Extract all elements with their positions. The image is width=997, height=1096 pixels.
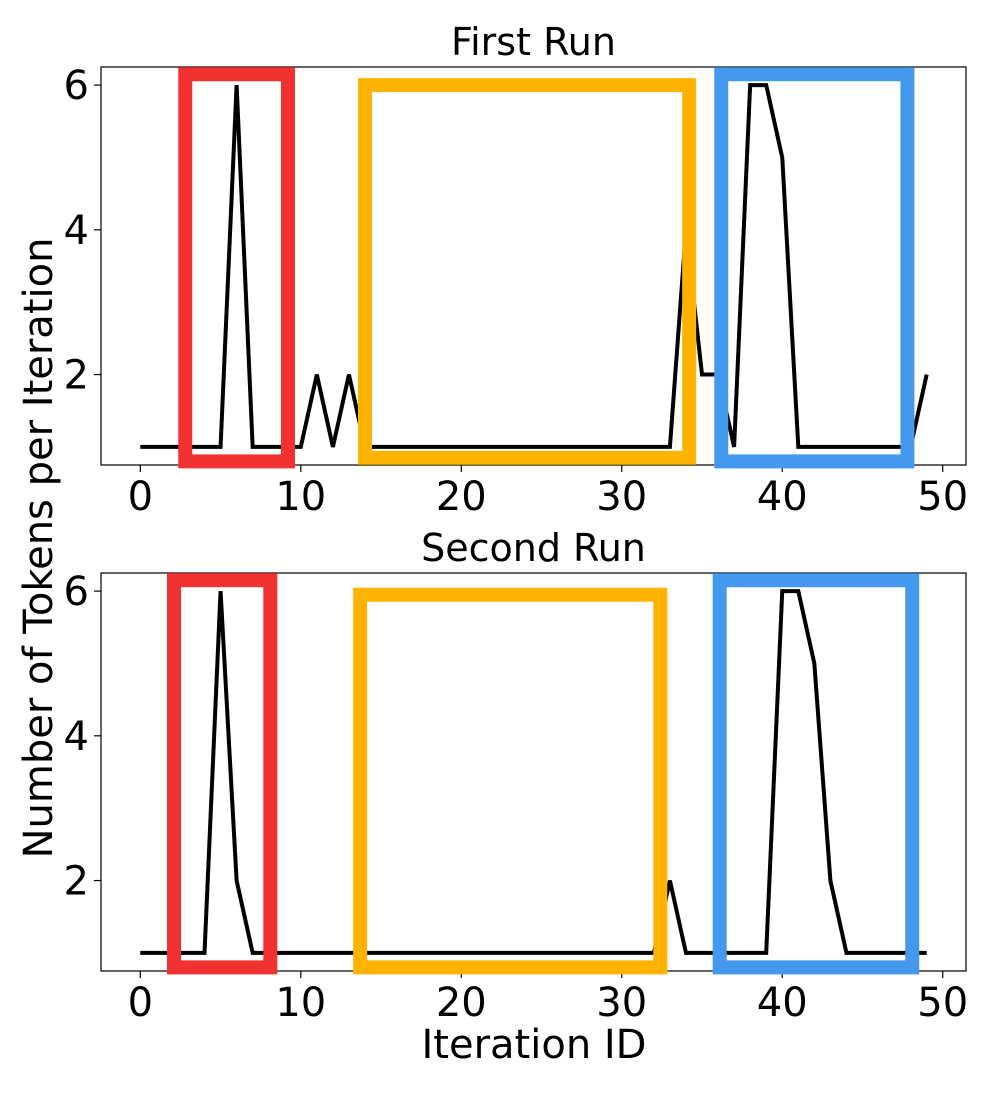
first-run-axes-frame <box>100 66 967 466</box>
first-run-x-tick-label: 30 <box>596 474 647 520</box>
second-run-panel: Second Run 0 10 20 30 40 50 2 4 6 <box>64 526 969 1026</box>
first-run-x-tick-label: 20 <box>436 474 487 520</box>
second-run-x-tick-label: 50 <box>917 980 968 1026</box>
second-run-x-tick-label: 0 <box>128 980 153 1026</box>
second-run-series-line <box>140 589 927 955</box>
second-run-x-tick-label: 10 <box>275 980 326 1026</box>
first-run-x-tick-label: 10 <box>275 474 326 520</box>
x-axis-label: Iteration ID <box>422 1022 647 1068</box>
first-run-highlight-blue <box>714 67 915 469</box>
first-run-title: First Run <box>451 20 616 64</box>
second-run-x-tick-label: 30 <box>596 980 647 1026</box>
first-run-x-tick-label: 0 <box>128 474 153 520</box>
second-run-highlight-blue <box>712 573 920 975</box>
second-run-y-tick-label: 6 <box>64 569 89 615</box>
second-run-highlight-red <box>167 573 278 975</box>
first-run-panel: First Run 0 10 20 30 40 50 2 4 6 <box>64 20 969 520</box>
first-run-series-line <box>140 83 929 449</box>
first-run-highlight-orange <box>357 78 697 465</box>
first-run-highlight-red <box>178 67 295 469</box>
second-run-x-tick-label: 40 <box>757 980 808 1026</box>
first-run-y-tick-label: 6 <box>64 63 89 109</box>
first-run-y-tick-label: 2 <box>64 353 89 399</box>
y-axis-label: Number of Tokens per Iteration <box>16 238 62 859</box>
first-run-x-tick-label: 50 <box>917 474 968 520</box>
second-run-title: Second Run <box>421 526 646 570</box>
second-run-y-tick-label: 2 <box>64 859 89 905</box>
first-run-y-tick-label: 4 <box>64 208 89 254</box>
second-run-y-tick-label: 4 <box>64 714 89 760</box>
second-run-highlight-orange <box>353 587 668 975</box>
second-run-x-tick-label: 20 <box>436 980 487 1026</box>
first-run-x-tick-label: 40 <box>757 474 808 520</box>
